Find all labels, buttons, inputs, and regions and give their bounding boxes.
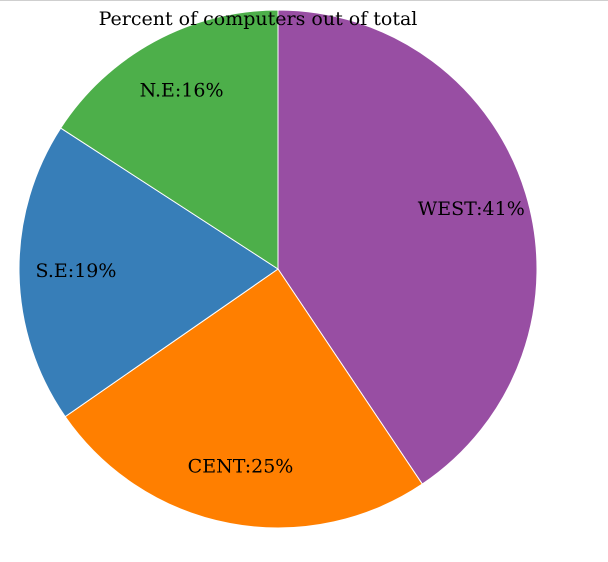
pie-slice-s-e (18, 127, 279, 418)
slice-labels: WEST:41% CENT:25% S.E:19% N.E:16% (36, 79, 525, 477)
pie-slice-west (277, 9, 538, 485)
pie-slice-cent (64, 268, 424, 529)
slice-label-n-e: N.E:16% (140, 79, 224, 101)
slice-label-s-e: S.E:19% (36, 260, 117, 282)
chart-title: Percent of computers out of total (99, 8, 418, 30)
slice-label-cent: CENT:25% (188, 456, 294, 478)
top-border-line (0, 0, 608, 1)
pie-slices (18, 9, 538, 529)
slice-label-west: WEST:41% (418, 198, 525, 220)
pie-slice-n-e (60, 9, 279, 270)
